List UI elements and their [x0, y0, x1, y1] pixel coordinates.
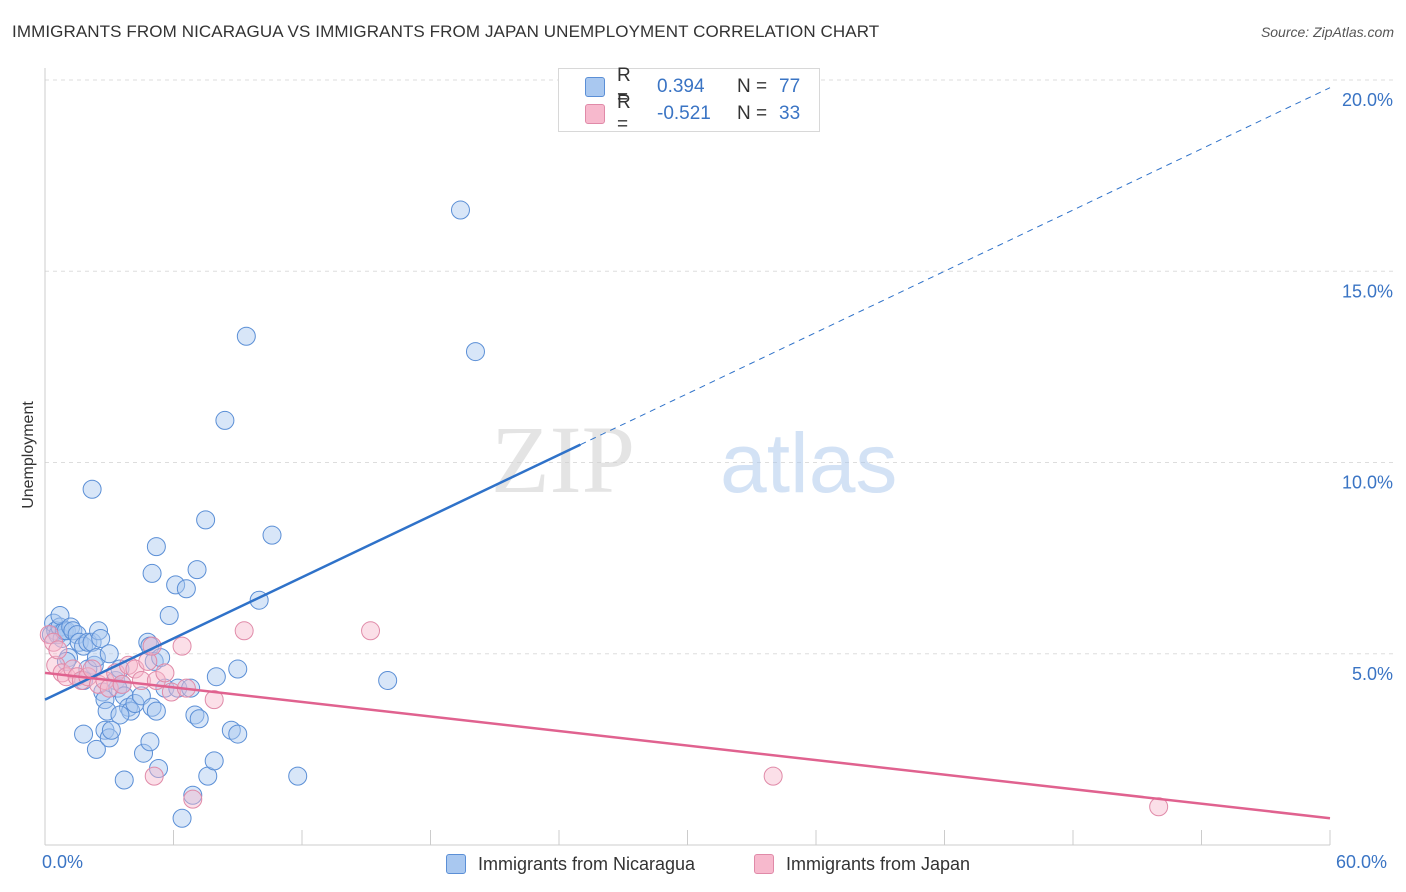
x-tick-label-min: 0.0% — [42, 852, 84, 872]
bottom-legend-nicaragua: Immigrants from Nicaragua — [446, 852, 695, 876]
data-point — [204, 690, 224, 710]
legend-swatch-nicaragua — [585, 77, 605, 97]
legend-r-label: R = — [617, 92, 631, 135]
data-point — [142, 563, 162, 583]
data-point — [67, 625, 87, 645]
y-tick-labels: 5.0% 10.0% 15.0% 20.0% — [1342, 90, 1393, 684]
legend-r-label: R = — [617, 65, 631, 108]
data-point — [378, 671, 398, 691]
data-point — [450, 200, 470, 220]
x-tick-label-max: 60.0% — [1336, 852, 1388, 872]
data-point — [97, 701, 117, 721]
legend-r-value: 0.394 — [657, 76, 705, 97]
legend-row-nicaragua: R = 0.394 N = 77 — [559, 65, 801, 108]
data-point — [465, 342, 485, 362]
data-point — [114, 770, 134, 790]
bottom-legend-japan: Immigrants from Japan — [754, 852, 970, 876]
data-point — [146, 537, 166, 557]
data-point — [236, 326, 256, 346]
bottom-legend-swatch-nicaragua — [446, 854, 466, 874]
data-point — [159, 606, 179, 625]
legend-n-label: N = — [737, 103, 768, 124]
legend-n-value: 33 — [779, 103, 801, 124]
data-point — [144, 766, 164, 786]
data-point — [86, 648, 106, 668]
y-tick-label: 5.0% — [1352, 664, 1393, 684]
legend-swatch-japan — [585, 104, 605, 124]
legend-row-japan: R = -0.521 N = 33 — [559, 92, 801, 135]
data-point — [196, 510, 216, 530]
bottom-legend-label-japan: Immigrants from Japan — [786, 853, 971, 874]
data-point — [82, 479, 102, 499]
y-tick-label: 10.0% — [1342, 473, 1393, 493]
chart-source: Source: ZipAtlas.com — [1260, 24, 1394, 40]
data-point — [99, 728, 119, 748]
data-point — [176, 579, 196, 599]
data-point — [89, 621, 109, 641]
trend-line-nicaragua — [44, 443, 581, 701]
data-point — [206, 667, 226, 687]
trend-line-nicaragua-extension — [580, 87, 1331, 446]
data-point — [101, 720, 121, 740]
series-nicaragua-points — [41, 200, 485, 828]
data-point — [86, 739, 106, 759]
data-point — [172, 636, 192, 656]
y-tick-label: 15.0% — [1342, 281, 1393, 301]
data-point — [228, 724, 248, 744]
legend-r-value: -0.521 — [657, 103, 711, 124]
legend-n-value: 77 — [779, 76, 801, 97]
data-point — [110, 705, 130, 725]
data-point — [155, 663, 175, 683]
data-point — [228, 659, 248, 679]
chart-title: IMMIGRANTS FROM NICARAGUA VS IMMIGRANTS … — [12, 22, 880, 41]
data-point — [215, 410, 235, 430]
series-japan-points — [39, 621, 1169, 817]
data-point — [361, 621, 381, 641]
legend-n-label: N = — [737, 76, 768, 97]
data-point — [91, 628, 111, 648]
y-tick-label: 20.0% — [1342, 90, 1393, 110]
data-point — [262, 525, 282, 545]
data-point — [74, 724, 94, 744]
data-point — [48, 640, 68, 660]
data-point — [166, 575, 186, 595]
watermark: ZIP atlas — [491, 406, 897, 513]
data-point — [172, 808, 192, 828]
data-point — [140, 732, 160, 752]
axes — [44, 68, 1331, 846]
data-point — [288, 766, 308, 786]
data-point — [146, 701, 166, 721]
data-point — [183, 789, 203, 809]
data-point — [138, 651, 158, 671]
bottom-legend-swatch-japan — [754, 854, 774, 874]
data-point — [187, 560, 207, 580]
data-point — [204, 751, 224, 771]
data-point — [112, 674, 132, 694]
data-point — [234, 621, 254, 641]
data-point — [189, 709, 209, 729]
trend-line-japan — [44, 671, 1331, 820]
bottom-legend-label-nicaragua: Immigrants from Nicaragua — [478, 853, 696, 874]
trend-lines — [44, 87, 1331, 820]
watermark-zip: ZIP — [491, 406, 635, 513]
data-point — [134, 743, 154, 763]
correlation-legend: R = 0.394 N = 77 R = -0.521 N = 33 — [558, 65, 820, 135]
watermark-atlas: atlas — [720, 416, 897, 510]
gridlines — [45, 79, 1395, 655]
data-point — [763, 766, 783, 786]
data-point — [99, 644, 119, 664]
